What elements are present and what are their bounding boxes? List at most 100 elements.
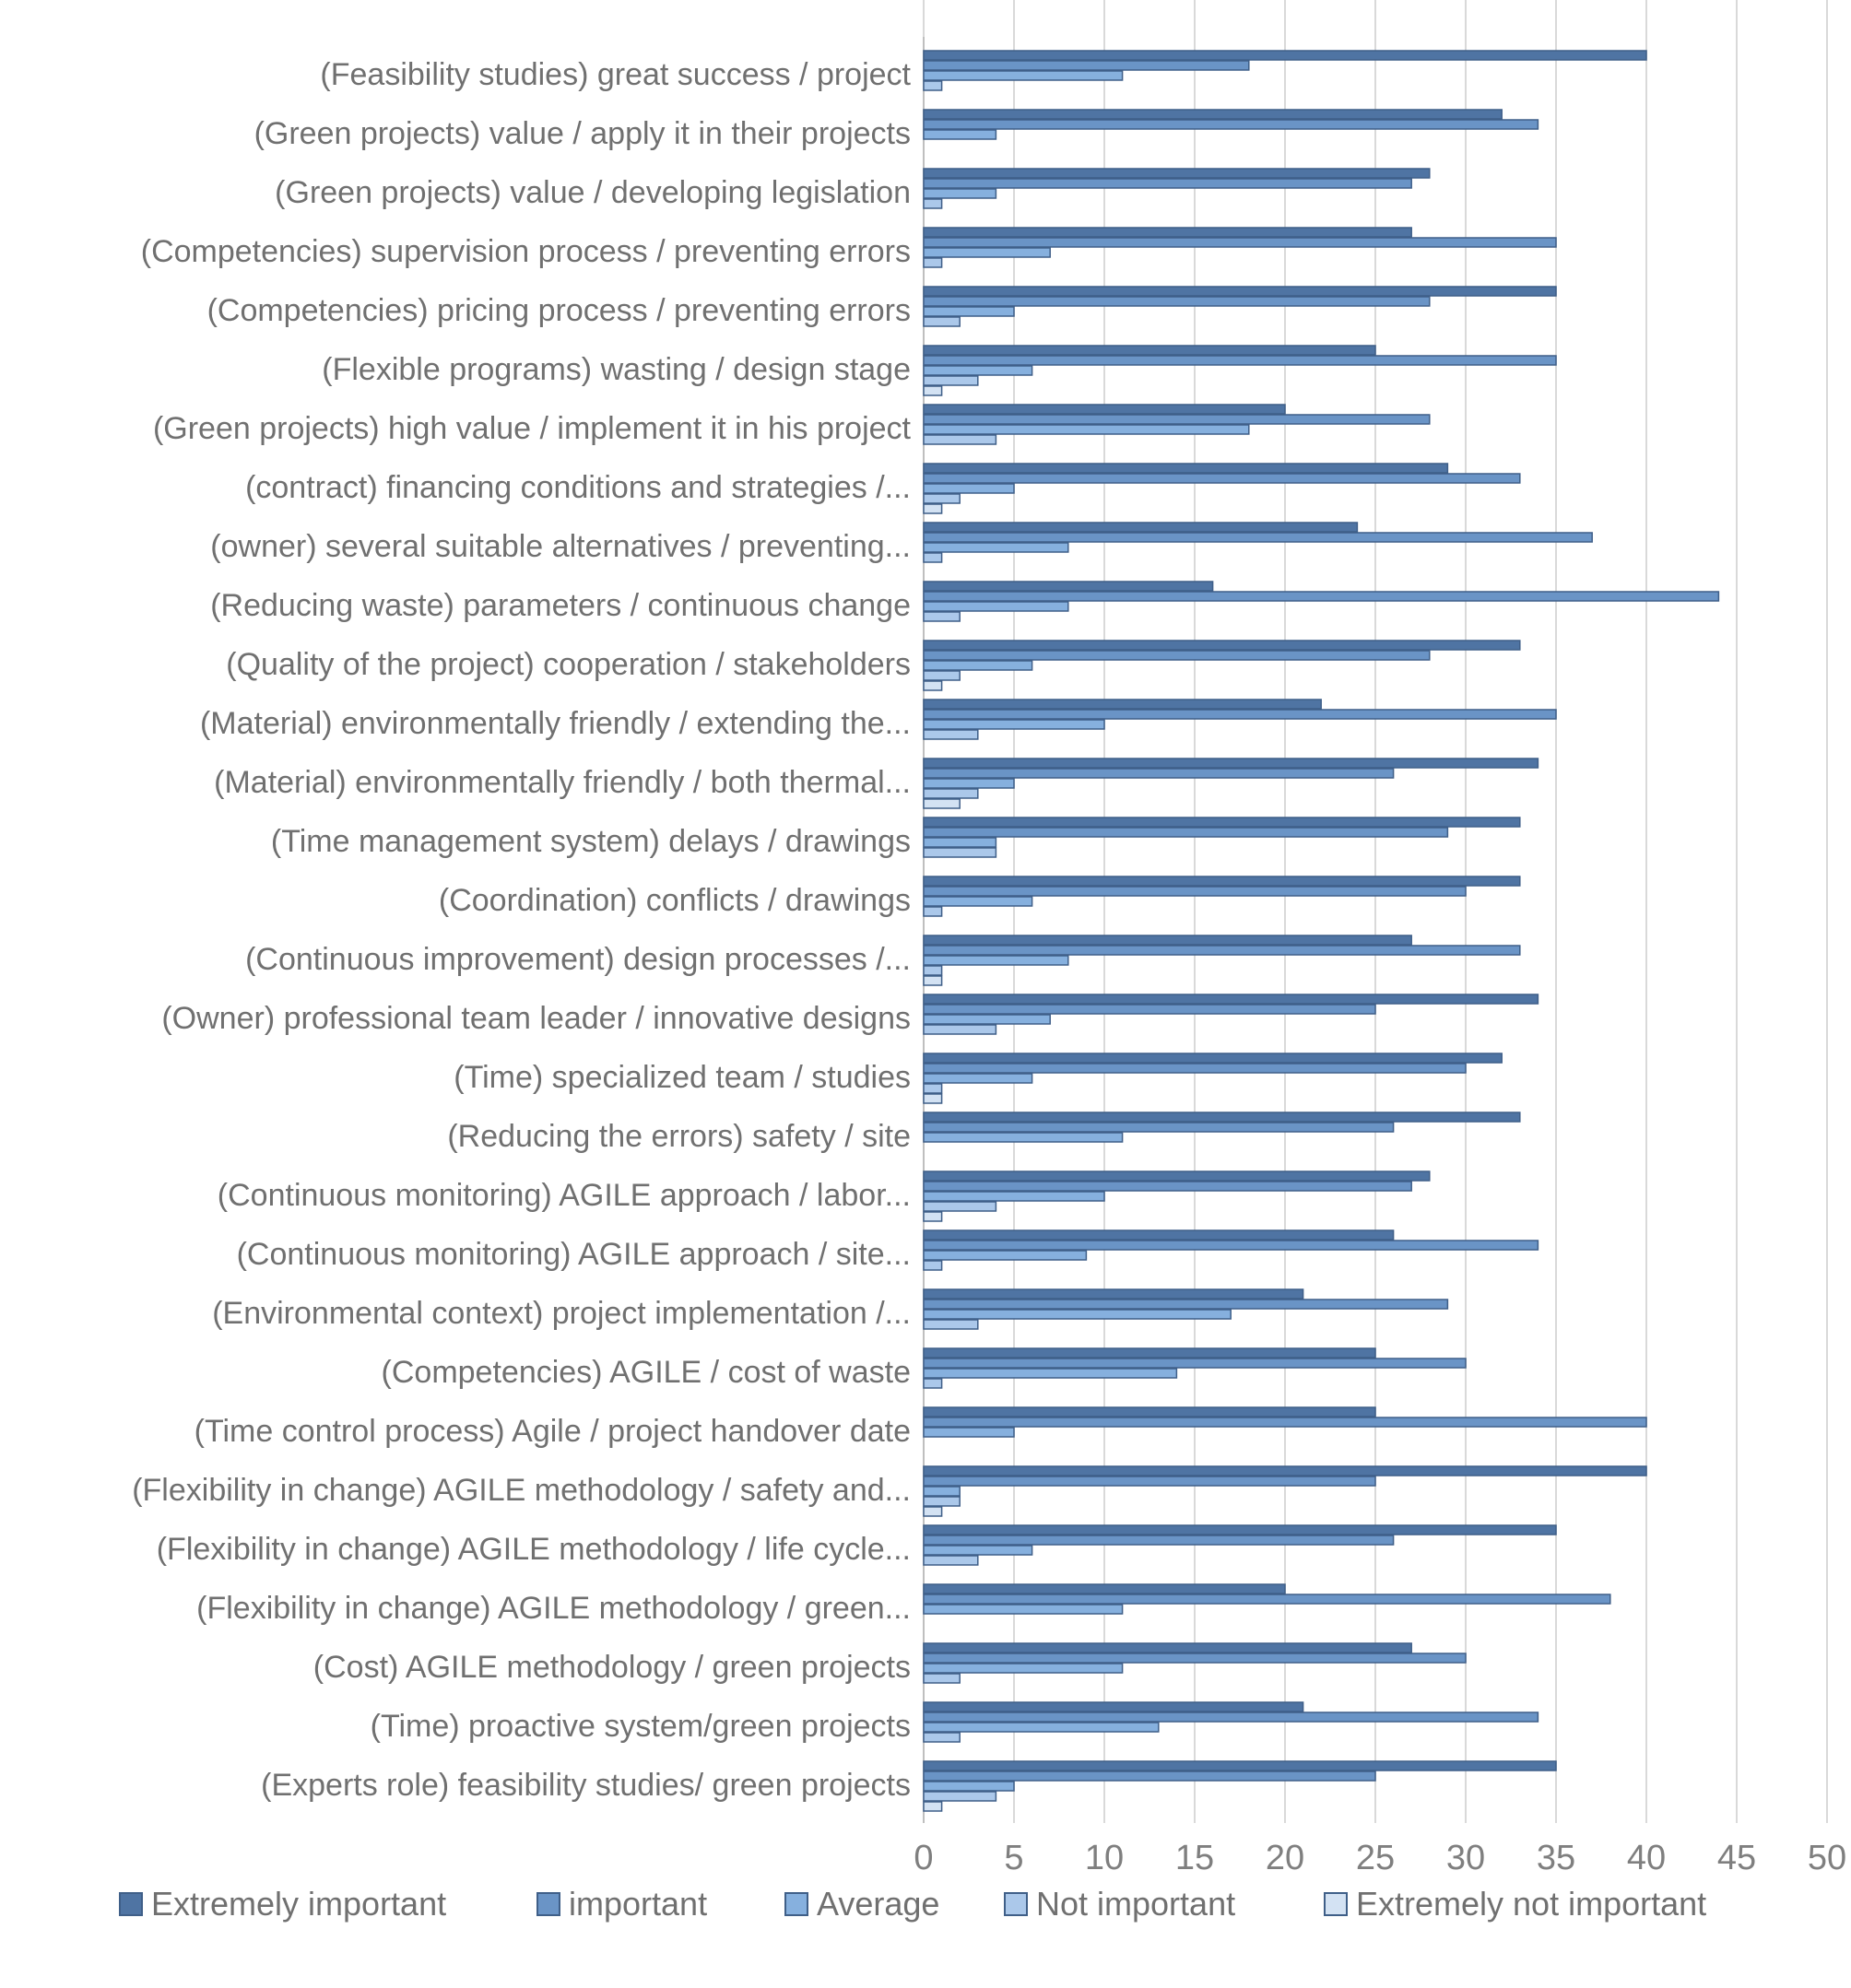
legend-label: important — [569, 1885, 707, 1923]
bar-average — [923, 188, 997, 199]
bar-average — [923, 365, 1033, 376]
x-tick-label: 40 — [1627, 1839, 1666, 1877]
bar-not-important — [923, 611, 961, 622]
bar-average — [923, 1309, 1232, 1320]
bar-not-important — [923, 670, 961, 681]
bar-important — [923, 709, 1557, 720]
category-label: (Quality of the project) cooperation / s… — [226, 647, 911, 682]
category-label: (Flexible programs) wasting / design sta… — [322, 352, 911, 387]
bar-average — [923, 1663, 1124, 1674]
bar-average — [923, 1545, 1033, 1556]
bar-important — [923, 473, 1521, 484]
bar-extremely-important — [923, 50, 1647, 61]
legend-swatch — [1324, 1892, 1348, 1916]
bar-important — [923, 1122, 1395, 1133]
x-tick-label: 5 — [1004, 1839, 1023, 1877]
bar-extremely-not-important — [923, 1506, 943, 1517]
bar-extremely-important — [923, 876, 1521, 887]
bar-extremely-important — [923, 994, 1539, 1005]
bar-not-important — [923, 1378, 943, 1389]
bar-average — [923, 542, 1069, 553]
bar-extremely-important — [923, 1701, 1304, 1712]
category-label: (Competencies) AGILE / cost of waste — [382, 1355, 911, 1390]
x-tick-label: 45 — [1717, 1839, 1756, 1877]
bar-important — [923, 1476, 1376, 1487]
category-label: (Green projects) value / developing legi… — [275, 175, 911, 210]
category-label: (Material) environmentally friendly / bo… — [214, 765, 911, 800]
bar-not-important — [923, 1496, 961, 1507]
bar-important — [923, 414, 1431, 425]
category-label: (Time) specialized team / studies — [454, 1060, 911, 1095]
bar-extremely-important — [923, 699, 1322, 710]
category-label: (Continuous monitoring) AGILE approach /… — [237, 1237, 911, 1272]
bar-extremely-not-important — [923, 1801, 943, 1812]
bar-extremely-important — [923, 1112, 1521, 1123]
category-label: (Competencies) supervision process / pre… — [141, 234, 911, 269]
category-label: (Continuous improvement) design processe… — [245, 942, 911, 977]
bar-important — [923, 1358, 1467, 1369]
bar-average — [923, 247, 1051, 258]
bar-average — [923, 1250, 1088, 1261]
legend: Extremely important important Average Not i… — [119, 1885, 1706, 1923]
bar-extremely-important — [923, 935, 1412, 946]
bar-not-important — [923, 434, 997, 445]
category-label: (Green projects) value / apply it in the… — [254, 116, 911, 151]
bar-extremely-important — [923, 1347, 1376, 1359]
bar-average — [923, 1132, 1124, 1143]
bar-important — [923, 1181, 1412, 1192]
bar-important — [923, 296, 1431, 307]
bar-extremely-important — [923, 522, 1359, 533]
bar-average — [923, 424, 1250, 435]
bar-average — [923, 483, 1015, 494]
bar-average — [923, 1191, 1105, 1202]
bar-important — [923, 1770, 1376, 1782]
category-label: (Time control process) Agile / project h… — [195, 1414, 911, 1449]
bar-extremely-important — [923, 1406, 1376, 1417]
bar-important — [923, 178, 1412, 189]
bar-not-important — [923, 1791, 997, 1802]
bar-extremely-important — [923, 1170, 1431, 1182]
bar-important — [923, 1299, 1449, 1310]
category-label: (Reducing waste) parameters / continuous… — [210, 588, 911, 623]
category-label: (contract) financing conditions and stra… — [245, 470, 911, 505]
bar-important — [923, 1712, 1539, 1723]
category-label: (Flexibility in change) AGILE methodolog… — [132, 1473, 911, 1508]
bar-extremely-important — [923, 109, 1503, 120]
bar-extremely-not-important — [923, 1211, 943, 1222]
bar-important — [923, 591, 1720, 602]
bar-extremely-important — [923, 1760, 1557, 1771]
bar-not-important — [923, 316, 961, 327]
bar-important — [923, 355, 1557, 366]
bar-average — [923, 1486, 961, 1497]
bar-average — [923, 70, 1124, 81]
bar-extremely-important — [923, 817, 1521, 828]
legend-swatch — [119, 1892, 143, 1916]
bar-not-important — [923, 729, 979, 740]
bar-not-important — [923, 1673, 961, 1684]
legend-swatch — [536, 1892, 560, 1916]
bar-average — [923, 778, 1015, 789]
bar-extremely-not-important — [923, 975, 943, 986]
bar-important — [923, 237, 1557, 248]
category-labels: (Feasibility studies) great success / pr… — [132, 57, 911, 1803]
bar-average — [923, 1427, 1015, 1438]
bar-extremely-important — [923, 286, 1557, 297]
legend-label: Extremely not important — [1356, 1885, 1706, 1923]
x-tick-label: 35 — [1537, 1839, 1575, 1877]
category-label: (Continuous monitoring) AGILE approach /… — [218, 1178, 911, 1213]
bar-important — [923, 119, 1539, 130]
legend-swatch — [1004, 1892, 1028, 1916]
legend-label: Not important — [1036, 1885, 1235, 1923]
x-tick-label: 10 — [1085, 1839, 1124, 1877]
legend-label: Extremely important — [151, 1885, 446, 1923]
bar-extremely-not-important — [923, 798, 961, 809]
category-label: (owner) several suitable alternatives / … — [210, 529, 911, 564]
bar-average — [923, 1014, 1051, 1025]
bar-average — [923, 1781, 1015, 1792]
category-label: (Owner) professional team leader / innov… — [161, 1001, 911, 1036]
bar-important — [923, 1417, 1647, 1428]
bar-average — [923, 660, 1033, 671]
bar-extremely-important — [923, 1465, 1647, 1476]
bar-extremely-important — [923, 1583, 1286, 1594]
